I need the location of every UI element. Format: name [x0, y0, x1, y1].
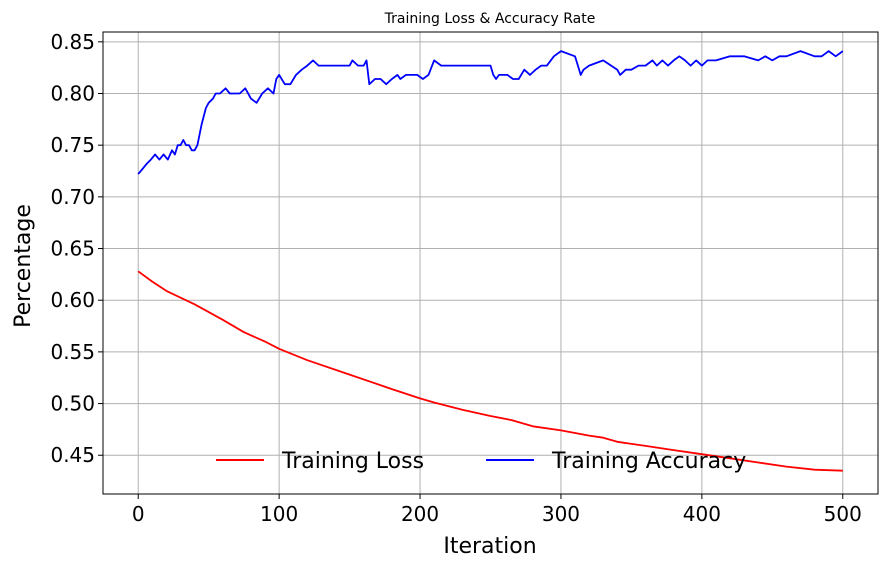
y-tick-label: 0.45 — [50, 443, 95, 467]
y-tick-label: 0.85 — [50, 30, 95, 54]
y-tick-label: 0.60 — [50, 288, 95, 312]
series-line-training-accuracy — [137, 50, 844, 175]
y-tick-label: 0.80 — [50, 81, 95, 105]
series-line-training-loss — [137, 270, 843, 472]
x-tick-label: 200 — [401, 502, 439, 526]
plot-frame — [102, 31, 879, 495]
y-tick-label: 0.50 — [50, 392, 95, 416]
series-layer — [137, 50, 844, 472]
axis-ticks: 0 100 200 300 400 500 0.45 0.50 0.55 0.60 0.65 0.70… — [50, 30, 861, 526]
chart-title: Training Loss & Accuracy Rate — [384, 11, 596, 27]
legend-label: Training Loss — [281, 449, 424, 474]
y-tick-label: 0.75 — [50, 133, 95, 157]
y-tick-label: 0.65 — [50, 237, 95, 261]
y-axis-label: Percentage — [11, 204, 36, 328]
x-tick-label: 400 — [683, 502, 721, 526]
legend-label: Training Accuracy — [551, 449, 746, 474]
x-tick-label: 0 — [132, 502, 145, 526]
grid — [103, 32, 878, 494]
y-tick-label: 0.55 — [50, 340, 95, 364]
x-tick-label: 500 — [824, 502, 862, 526]
x-tick-label: 300 — [542, 502, 580, 526]
legend: Training Loss Training Accuracy — [216, 449, 746, 474]
y-tick-label: 0.70 — [50, 185, 95, 209]
x-tick-label: 100 — [260, 502, 298, 526]
x-axis-label: Iteration — [443, 534, 536, 559]
